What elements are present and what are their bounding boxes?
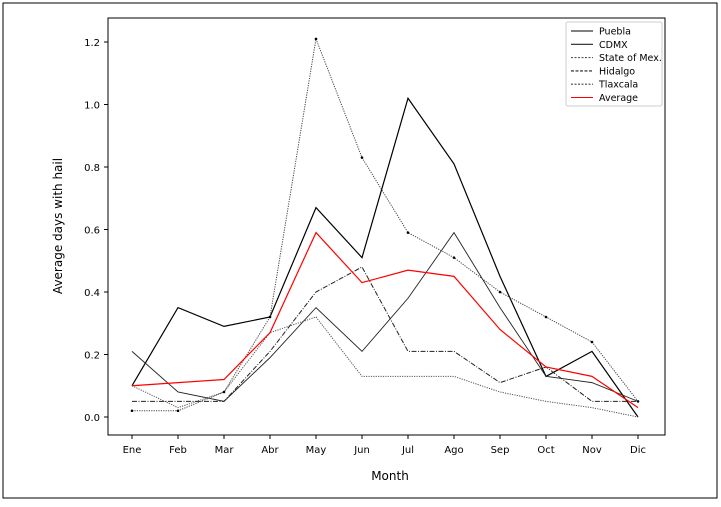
- data-point-tlaxcala: [498, 290, 502, 294]
- x-tick-label: Ago: [444, 445, 463, 456]
- data-point-tlaxcala: [406, 231, 410, 234]
- data-point-tlaxcala: [452, 256, 456, 259]
- x-tick-label: Nov: [582, 445, 602, 456]
- legend-label-average: Average: [599, 93, 638, 104]
- y-tick-label: 1.2: [84, 38, 100, 49]
- data-point-tlaxcala: [268, 315, 272, 319]
- y-tick-label: 0.0: [84, 413, 100, 424]
- x-tick-label: Jul: [401, 445, 414, 456]
- data-point-tlaxcala: [222, 390, 226, 394]
- data-point-tlaxcala: [590, 340, 594, 344]
- legend-label-tlaxcala: Tlaxcala: [598, 80, 638, 91]
- x-axis-label: Month: [371, 469, 409, 483]
- legend-label-puebla: Puebla: [599, 27, 631, 38]
- series-line-tlaxcala: [132, 36, 639, 412]
- y-tick-label: 0.2: [84, 351, 100, 362]
- series-line-cdmx: [131, 231, 639, 402]
- legend-label-state-of-mex: State of Mex.: [599, 53, 662, 64]
- y-tick-label: 0.4: [84, 288, 100, 299]
- legend-label-hidalgo: Hidalgo: [599, 66, 635, 77]
- plot-area: [107, 17, 666, 436]
- x-tick-label: Abr: [261, 445, 279, 456]
- legend-label-cdmx: CDMX: [599, 40, 628, 51]
- x-tick-label: Dic: [630, 445, 646, 456]
- legend-box: [565, 21, 663, 107]
- x-tick-label: Jun: [353, 445, 370, 456]
- data-point-tlaxcala: [360, 156, 364, 159]
- x-tick-label: Oct: [537, 445, 554, 456]
- y-tick-label: 1.0: [84, 101, 100, 112]
- x-tick-label: Feb: [169, 445, 187, 456]
- y-axis-label: Average days with hail: [51, 158, 65, 294]
- data-point-tlaxcala: [544, 315, 548, 319]
- x-tick-label: Sep: [491, 445, 510, 456]
- data-point-tlaxcala: [176, 409, 180, 413]
- x-tick-label: Mar: [215, 445, 235, 456]
- y-tick-label: 0.6: [84, 226, 100, 237]
- x-tick-label: Ene: [123, 445, 142, 456]
- x-tick-label: May: [306, 445, 327, 456]
- series-line-hidalgo: [132, 266, 638, 402]
- series-line-average: [131, 231, 639, 409]
- data-point-tlaxcala: [130, 409, 134, 413]
- data-point-tlaxcala: [314, 37, 318, 41]
- legend: Puebla CDMX State of Mex. Hidalgo Tlaxcala Av…: [565, 21, 663, 107]
- y-tick-label: 0.8: [84, 163, 100, 174]
- data-point-tlaxcala: [636, 400, 640, 403]
